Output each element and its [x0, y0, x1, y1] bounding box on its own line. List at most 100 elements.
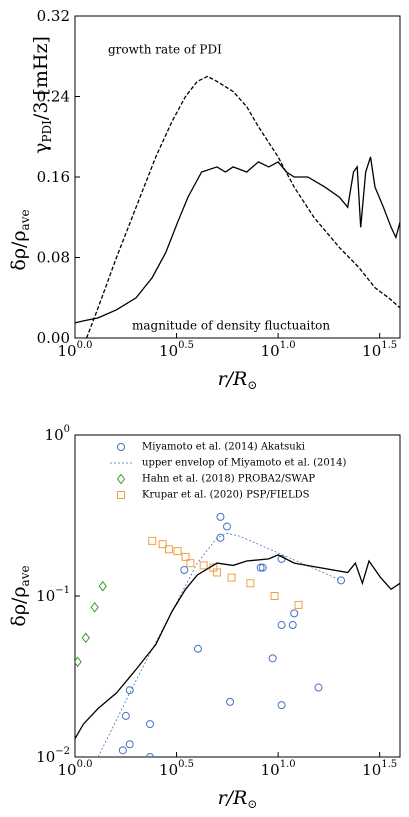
point: [294, 600, 303, 609]
legend-swatch: [117, 443, 125, 451]
line: [75, 156, 400, 324]
tick-base: 10: [362, 342, 381, 360]
tick-exponent: 0.5: [178, 759, 194, 770]
tick-base: 0.24: [37, 88, 70, 106]
tick-label: 0.00: [37, 329, 70, 347]
y-label-sub: ave: [18, 209, 32, 230]
point: [118, 746, 127, 755]
tick-exponent: 0.5: [178, 340, 194, 351]
y-label-after: /3 [mHz]: [30, 36, 52, 120]
x-axis-label: r/R⊙: [218, 787, 258, 811]
tick-label: 10−2: [36, 746, 70, 767]
point: [216, 512, 225, 521]
point: [226, 697, 235, 706]
tick-exponent: −1: [55, 585, 70, 596]
point: [125, 740, 134, 749]
tick-label: 100.0: [58, 340, 93, 361]
plot-frame: [74, 15, 401, 339]
y-label-main: γ: [30, 143, 52, 154]
tick-label: 0.32: [37, 7, 70, 25]
tick-label: 101.0: [261, 340, 296, 361]
point: [158, 540, 167, 549]
legend-swatch: [117, 491, 125, 499]
tick-base: 10: [362, 761, 381, 779]
point: [121, 711, 130, 720]
tick-base: 10: [36, 748, 55, 766]
tick-base: 0.00: [37, 329, 70, 347]
tick-exponent: 1.0: [280, 340, 296, 351]
point: [277, 701, 286, 710]
line: [85, 75, 400, 338]
point: [81, 632, 90, 644]
y-label-main: δρ/ρ: [8, 586, 30, 626]
point: [75, 656, 82, 668]
tick-exponent: 0: [64, 424, 70, 435]
point: [290, 609, 299, 618]
y-axis-label: δρ/ρave: [8, 209, 32, 270]
tick-base: 10: [58, 761, 77, 779]
tick-base: 10: [58, 342, 77, 360]
tick-label: 10−1: [36, 585, 70, 606]
point: [337, 576, 346, 585]
point: [181, 552, 190, 561]
tick-exponent: 1.5: [381, 340, 397, 351]
legend-label: Miyamoto et al. (2014) Akatsuki: [142, 442, 305, 453]
tick-label: 101.5: [362, 759, 397, 780]
tick-label: 100: [45, 424, 70, 445]
point: [256, 563, 265, 572]
tick-base: 10: [159, 342, 178, 360]
point: [314, 683, 323, 692]
x-axis-label: r/R⊙: [218, 368, 258, 392]
tick-base: 10: [261, 342, 280, 360]
point: [246, 579, 255, 588]
y-axis-label: δρ/ρave: [8, 565, 32, 626]
line: [75, 554, 400, 740]
tick-base: 10: [45, 426, 64, 444]
tick-exponent: −2: [55, 746, 70, 757]
point: [98, 580, 107, 592]
tick-label: 101.5: [362, 340, 397, 361]
point: [199, 561, 208, 570]
legend-label: Krupar et al. (2020) PSP/FIELDS: [142, 490, 310, 501]
plot-area: [75, 75, 400, 338]
point: [148, 536, 157, 545]
tick-base: 10: [159, 761, 178, 779]
point: [277, 621, 286, 630]
x-label-sub: ⊙: [247, 797, 257, 811]
tick-label: 100.0: [58, 759, 93, 780]
tick-base: 0.32: [37, 7, 70, 25]
annotation: growth rate of PDI: [108, 43, 222, 57]
tick-exponent: 0.0: [77, 340, 93, 351]
tick-label: 0.24: [37, 88, 70, 106]
y-label-main: δρ/ρ: [8, 230, 30, 270]
y-label-sub: PDI: [40, 120, 54, 143]
tick-label: 101.0: [261, 759, 296, 780]
point: [173, 547, 182, 556]
tick-exponent: 1.5: [381, 759, 397, 770]
point: [227, 573, 236, 582]
point: [258, 563, 267, 572]
point: [288, 621, 297, 630]
y-label-sub: ave: [18, 565, 32, 586]
point: [268, 654, 277, 663]
y-axis-label: γPDI/3 [mHz]: [30, 36, 54, 154]
tick-base: 10: [36, 587, 55, 605]
point: [125, 686, 134, 695]
point: [90, 602, 99, 613]
point: [222, 522, 231, 531]
tick-label: 100.5: [159, 340, 194, 361]
legend-label: upper envelop of Miyamoto et al. (2014): [142, 458, 346, 469]
point: [270, 592, 279, 600]
point: [180, 566, 189, 575]
tick-exponent: 1.0: [280, 759, 296, 770]
legend-swatch: [116, 473, 126, 485]
point: [186, 559, 195, 568]
x-label-sub: ⊙: [247, 378, 257, 392]
point: [145, 753, 154, 757]
legend-label: Hahn et al. (2018) PROBA2/SWAP: [142, 474, 315, 485]
tick-label: 0.08: [37, 249, 70, 267]
tick-exponent: 0.0: [77, 759, 93, 770]
line: [97, 532, 342, 757]
point: [164, 545, 173, 554]
